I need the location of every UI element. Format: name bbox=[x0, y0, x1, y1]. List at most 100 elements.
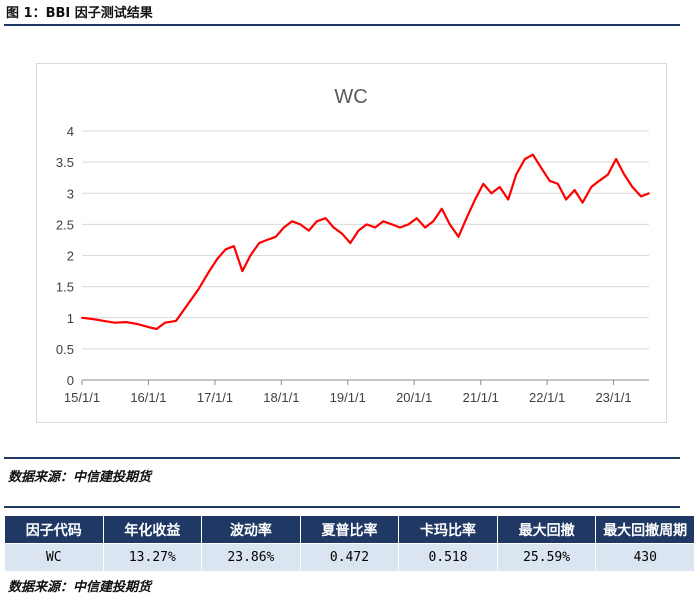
table-cell: 430 bbox=[595, 543, 695, 572]
data-point bbox=[465, 217, 468, 220]
data-point bbox=[615, 158, 617, 160]
x-tick-label: 18/1/1 bbox=[263, 390, 299, 405]
gridlines bbox=[82, 130, 649, 350]
x-tick-label: 21/1/1 bbox=[463, 390, 499, 405]
data-point bbox=[175, 319, 177, 322]
col-header: 最大回撤 bbox=[496, 515, 597, 544]
data-point bbox=[590, 186, 593, 188]
data-point bbox=[415, 217, 418, 220]
data-point bbox=[241, 270, 244, 272]
data-point bbox=[532, 153, 534, 156]
data-point bbox=[407, 223, 410, 226]
data-point bbox=[424, 226, 426, 229]
data-point bbox=[631, 186, 634, 188]
y-tick-label: 3 bbox=[67, 186, 74, 201]
chart-frame: WC 0 0.5 1 1.5 2 2.5 3 3.5 4 15/1/1 16/1/1 17/1/1 18… bbox=[36, 63, 667, 423]
data-point bbox=[136, 323, 139, 325]
y-tick-label: 2.5 bbox=[56, 217, 74, 232]
table-cell: WC bbox=[4, 543, 104, 572]
table-row: WC 13.27% 23.86% 0.472 0.518 25.59% 430 bbox=[4, 543, 695, 572]
table-cell: 25.59% bbox=[496, 543, 597, 572]
figure-title: 图 1：BBI 因子测试结果 bbox=[6, 6, 153, 21]
data-point bbox=[440, 207, 443, 210]
x-tick-label: 17/1/1 bbox=[197, 390, 233, 405]
x-tick-label: 19/1/1 bbox=[330, 390, 366, 405]
col-header: 年化收益 bbox=[102, 515, 203, 544]
data-point bbox=[155, 328, 158, 330]
data-point bbox=[482, 183, 485, 185]
data-point bbox=[581, 201, 584, 204]
x-tick-label: 22/1/1 bbox=[529, 390, 565, 405]
series-layer bbox=[81, 153, 650, 331]
table-cell: 23.86% bbox=[201, 543, 301, 572]
data-point bbox=[114, 321, 116, 324]
data-point bbox=[349, 242, 352, 244]
data-point bbox=[186, 304, 189, 307]
data-point bbox=[258, 242, 261, 244]
x-tick-label: 15/1/1 bbox=[64, 390, 100, 405]
axes: 0 0.5 1 1.5 2 2.5 3 3.5 4 15/1/1 16/1/1 17/1/1 18/1/… bbox=[56, 124, 649, 405]
data-point bbox=[598, 179, 601, 182]
data-point bbox=[640, 195, 642, 198]
data-point bbox=[548, 179, 551, 182]
data-point bbox=[341, 232, 344, 235]
y-tick-label: 0.5 bbox=[56, 342, 74, 357]
y-tick-label: 1 bbox=[67, 311, 74, 326]
section-divider bbox=[4, 457, 680, 459]
data-point bbox=[540, 167, 543, 170]
data-point bbox=[125, 321, 128, 324]
data-point bbox=[232, 245, 235, 248]
data-point bbox=[432, 220, 435, 223]
stats-table: 因子代码 年化收益 波动率 夏普比率 卡玛比率 最大回撤 最大回撤周期 WC 1… bbox=[4, 515, 695, 572]
source-note: 数据来源：中信建投期货 bbox=[8, 580, 152, 595]
data-point bbox=[498, 186, 501, 188]
table-cell: 0.472 bbox=[299, 543, 400, 572]
y-tick-label: 0 bbox=[67, 373, 74, 388]
data-point bbox=[474, 198, 476, 201]
table-header-row: 因子代码 年化收益 波动率 夏普比率 卡玛比率 最大回撤 最大回撤周期 bbox=[4, 515, 695, 544]
data-point bbox=[623, 173, 626, 176]
data-point bbox=[266, 239, 269, 241]
data-point bbox=[91, 318, 94, 320]
data-point bbox=[457, 235, 460, 238]
data-point bbox=[81, 316, 83, 319]
data-point bbox=[307, 229, 310, 232]
chart-title: WC bbox=[334, 86, 367, 108]
section-divider bbox=[4, 506, 680, 508]
data-point bbox=[490, 192, 493, 195]
data-point bbox=[382, 220, 385, 223]
data-point bbox=[565, 198, 567, 201]
col-header: 最大回撤周期 bbox=[595, 515, 695, 544]
data-point bbox=[102, 319, 105, 322]
data-point bbox=[507, 198, 510, 201]
data-point bbox=[324, 217, 327, 220]
data-point bbox=[448, 223, 451, 226]
data-point bbox=[556, 183, 559, 185]
col-header: 卡玛比率 bbox=[398, 515, 498, 544]
data-point bbox=[197, 288, 200, 291]
line-chart: WC 0 0.5 1 1.5 2 2.5 3 3.5 4 15/1/1 16/1/1 17/1/1 18… bbox=[56, 86, 650, 405]
data-point bbox=[224, 248, 227, 251]
data-point bbox=[164, 321, 166, 324]
data-point bbox=[315, 220, 318, 223]
data-point bbox=[365, 223, 368, 226]
x-tick-label: 23/1/1 bbox=[595, 390, 631, 405]
x-tick-label: 20/1/1 bbox=[396, 390, 432, 405]
data-point bbox=[274, 235, 277, 238]
data-point bbox=[573, 189, 576, 192]
table-cell: 13.27% bbox=[102, 543, 203, 572]
data-point bbox=[332, 226, 335, 229]
y-tick-label: 3.5 bbox=[56, 155, 74, 170]
y-tick-label: 1.5 bbox=[56, 280, 74, 295]
data-point bbox=[216, 257, 219, 260]
data-point bbox=[249, 254, 252, 257]
x-tick-label: 16/1/1 bbox=[130, 390, 166, 405]
y-tick-label: 4 bbox=[67, 124, 74, 139]
data-point bbox=[147, 326, 150, 328]
data-point bbox=[399, 226, 401, 229]
data-point bbox=[283, 226, 285, 229]
data-point bbox=[208, 270, 211, 272]
col-header: 因子代码 bbox=[4, 515, 104, 544]
col-header: 波动率 bbox=[201, 515, 301, 544]
data-point bbox=[606, 173, 609, 176]
